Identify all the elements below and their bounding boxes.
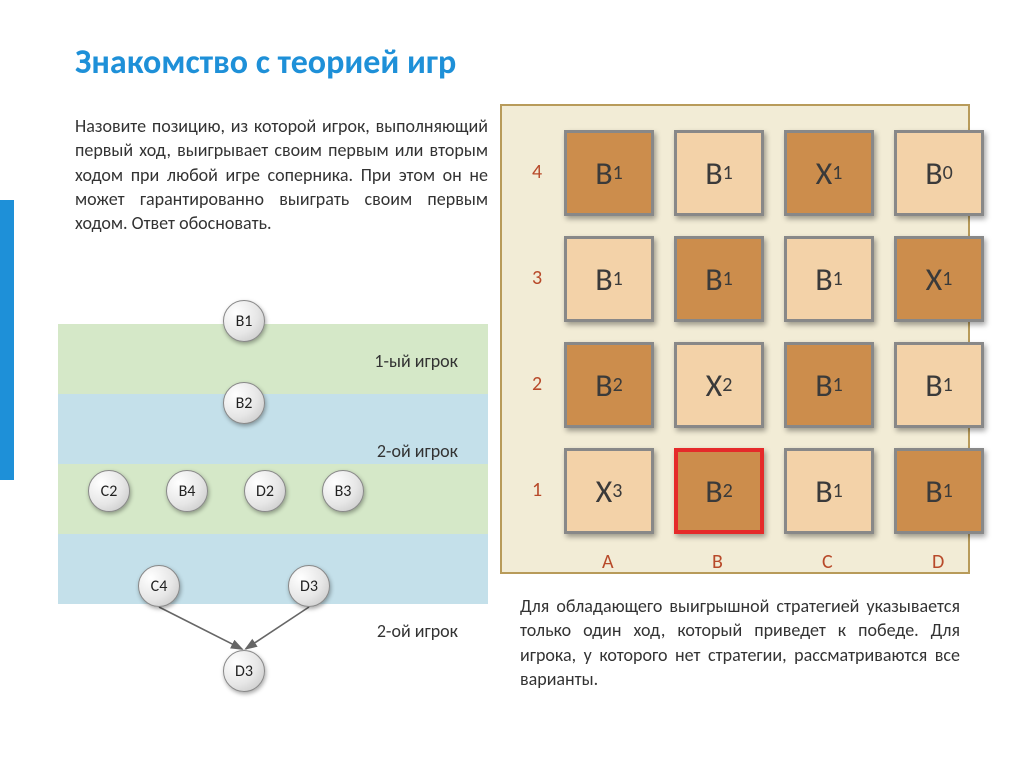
- tree-node: B4: [166, 470, 208, 512]
- grid-cell: X3: [564, 448, 654, 534]
- grid-cell: X2: [674, 342, 764, 428]
- col-label: C: [822, 550, 833, 574]
- grid-cell: B1: [564, 130, 654, 216]
- grid-cell: B1: [564, 236, 654, 322]
- tree-node: D3: [223, 650, 265, 692]
- player-label: 1-ый игрок: [374, 350, 458, 372]
- grid-cell: B1: [784, 448, 874, 534]
- grid-cell: B2: [564, 342, 654, 428]
- row-label: 3: [532, 266, 542, 290]
- player-label: 2-ой игрок: [377, 440, 458, 462]
- player-label: 2-ой игрок: [377, 620, 458, 642]
- row-label: 4: [532, 160, 542, 184]
- tree-node: B3: [322, 470, 364, 512]
- grid-cell: B1: [784, 236, 874, 322]
- page-title: Знакомство с теорией игр: [75, 42, 456, 83]
- tree-node: B1: [223, 300, 265, 342]
- col-label: B: [712, 550, 723, 574]
- grid-cell: B1: [674, 130, 764, 216]
- grid-cell: B1: [894, 448, 984, 534]
- explanation-text: Для обладающего выигрышной стратегией ук…: [520, 594, 960, 691]
- player-band: [58, 534, 488, 604]
- tree-node: C2: [88, 470, 130, 512]
- col-label: D: [932, 550, 944, 574]
- grid-cell: B1: [784, 342, 874, 428]
- row-label: 2: [532, 372, 542, 396]
- tree-node: D3: [288, 565, 330, 607]
- grid-cell: B0: [894, 130, 984, 216]
- tree-node: B2: [223, 382, 265, 424]
- tree-node: C4: [138, 565, 180, 607]
- tree-node: D2: [244, 470, 286, 512]
- strategy-grid: B1B1X1B0B1B1B1X1B2X2B1B1X3B2B1B1 4321ABC…: [500, 104, 970, 574]
- row-label: 1: [532, 478, 542, 502]
- grid-cell: X1: [894, 236, 984, 322]
- grid-cell: B1: [674, 236, 764, 322]
- game-tree: 1-ый игрок2-ой игрок1-ый игрок2-ой игрок…: [58, 290, 488, 720]
- grid-cell: B1: [894, 342, 984, 428]
- intro-text: Назовите позицию, из которой игрок, выпо…: [75, 114, 488, 235]
- grid-cell: B2: [674, 448, 764, 534]
- grid-cell: X1: [784, 130, 874, 216]
- col-label: A: [602, 550, 614, 574]
- accent-sidebar: [0, 200, 14, 480]
